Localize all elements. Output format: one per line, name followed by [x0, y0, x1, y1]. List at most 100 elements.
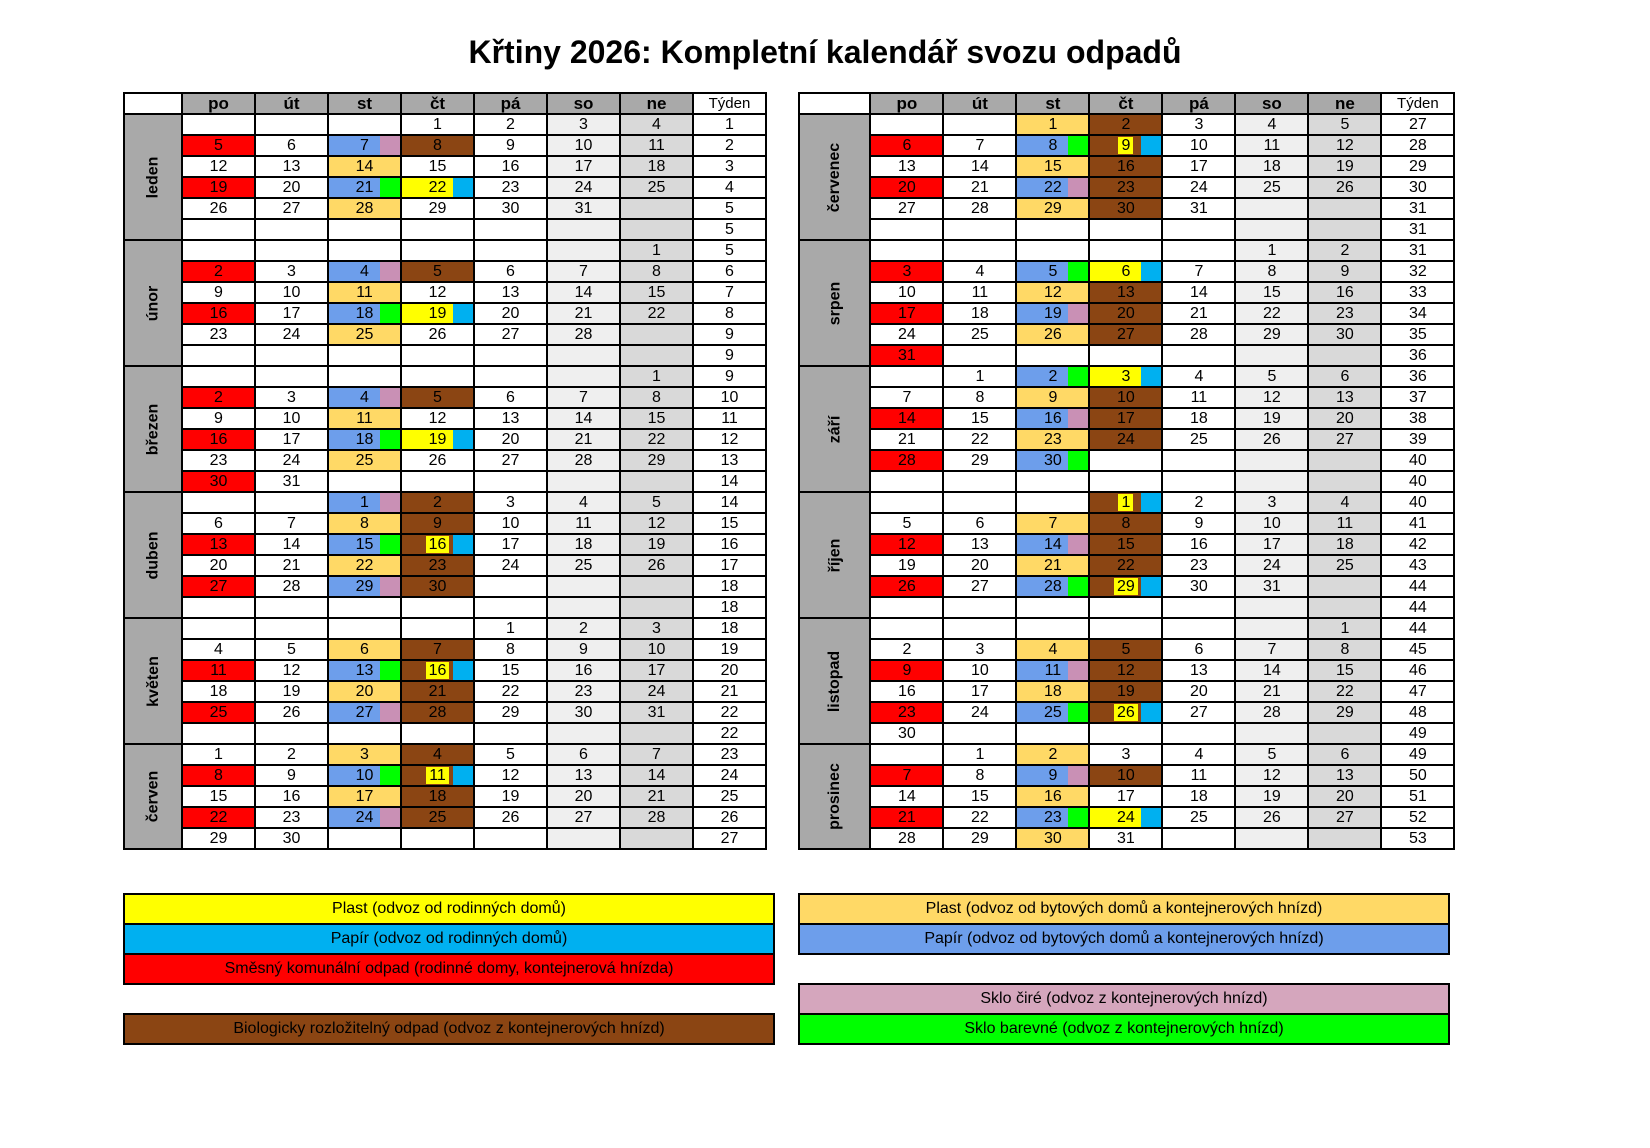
week-number: 8: [692, 302, 767, 325]
day-cell: 11: [1307, 512, 1383, 535]
day-cell: 25: [1234, 176, 1310, 199]
day-cell: 8: [1015, 134, 1091, 157]
day-cell: 26: [1015, 323, 1091, 346]
day-cell: 27: [254, 197, 329, 220]
week-number: 22: [692, 701, 767, 724]
day-cell: 5: [1088, 638, 1164, 661]
day-cell: 31: [546, 197, 621, 220]
day-cell: 2: [254, 743, 329, 766]
day-cell: 29: [181, 827, 256, 850]
header-day-st: st: [327, 92, 402, 115]
empty-cell: [869, 491, 945, 514]
week-number: 44: [1380, 617, 1456, 640]
week-number: 38: [1380, 407, 1456, 430]
day-cell: 27: [1088, 323, 1164, 346]
day-cell: 16: [1015, 785, 1091, 808]
month-label-leden: leden: [123, 113, 183, 241]
day-cell: 8: [400, 134, 475, 157]
day-cell: 23: [181, 449, 256, 472]
day-cell: 29: [942, 827, 1018, 850]
day-cell: 24: [942, 701, 1018, 724]
day-cell: 17: [254, 302, 329, 325]
day-cell: 11: [1234, 134, 1310, 157]
week-row: 9 10 11 12 13 14 15 46: [799, 659, 1456, 682]
day-cell: 24: [254, 323, 329, 346]
day-cell: 28: [869, 449, 945, 472]
empty-cell: [1088, 470, 1164, 493]
day-cell: 7: [1161, 260, 1237, 283]
day-cell: 29: [942, 449, 1018, 472]
empty-cell: [1234, 449, 1310, 472]
day-cell: 14: [254, 533, 329, 556]
empty-cell: [869, 470, 945, 493]
week-number: 13: [692, 449, 767, 472]
day-cell: 29: [619, 449, 694, 472]
day-number: 14: [1043, 536, 1062, 553]
header-day-ne: ne: [619, 92, 694, 115]
empty-cell: [546, 827, 621, 850]
day-cell: 6: [942, 512, 1018, 535]
empty-cell: [181, 596, 256, 619]
day-cell: 7: [1015, 512, 1091, 535]
day-cell: 16: [254, 785, 329, 808]
day-cell: 7: [254, 512, 329, 535]
day-cell: 22: [181, 806, 256, 829]
day-cell: 4: [400, 743, 475, 766]
week-number: 9: [692, 365, 767, 388]
week-number: 17: [692, 554, 767, 577]
day-cell: 24: [254, 449, 329, 472]
week-row: 24 25 26 27 28 29 30 35: [799, 323, 1456, 346]
day-cell: 30: [254, 827, 329, 850]
day-cell: 25: [546, 554, 621, 577]
week-number: 31: [1380, 239, 1456, 262]
empty-cell: [1307, 344, 1383, 367]
day-cell: 5: [254, 638, 329, 661]
week-number: 53: [1380, 827, 1456, 850]
week-row: 6 7 8 9 10 11 12 28: [799, 134, 1456, 157]
empty-cell: [1015, 344, 1091, 367]
header-row: po út st čt pá so ne Týden: [797, 92, 1456, 115]
week-number: 47: [1380, 680, 1456, 703]
day-cell: 19: [400, 302, 475, 325]
week-number: 23: [692, 743, 767, 766]
day-number: 16: [425, 536, 450, 553]
week-number: 36: [1380, 365, 1456, 388]
day-cell: 18: [400, 785, 475, 808]
day-cell: 6: [254, 134, 329, 157]
header-day-so: so: [1234, 92, 1310, 115]
empty-cell: [1088, 218, 1164, 241]
week-row: 31 36: [799, 344, 1456, 367]
day-cell: 8: [619, 260, 694, 283]
day-cell: 21: [942, 176, 1018, 199]
day-cell: 20: [1307, 407, 1383, 430]
day-cell: 10: [1088, 386, 1164, 409]
day-cell: 1: [1015, 113, 1091, 136]
day-number: 19: [428, 305, 447, 322]
day-cell: 9: [1161, 512, 1237, 535]
day-cell: 21: [1161, 302, 1237, 325]
day-cell: 3: [473, 491, 548, 514]
empty-cell: [1015, 491, 1091, 514]
day-cell: 6: [473, 386, 548, 409]
empty-cell: [942, 113, 1018, 136]
day-cell: 22: [1307, 680, 1383, 703]
week-number: 16: [692, 533, 767, 556]
empty-cell: [1015, 218, 1091, 241]
week-row: 44: [799, 596, 1456, 619]
week-number: 21: [692, 680, 767, 703]
day-number: 7: [360, 137, 369, 154]
day-cell: 7: [619, 743, 694, 766]
empty-cell: [473, 827, 548, 850]
day-cell: 19: [1088, 680, 1164, 703]
day-cell: 26: [181, 197, 256, 220]
week-number: 41: [1380, 512, 1456, 535]
day-cell: 5: [1234, 743, 1310, 766]
day-cell: 22: [400, 176, 475, 199]
day-cell: 4: [1161, 743, 1237, 766]
empty-cell: [1161, 449, 1237, 472]
day-cell: 18: [327, 302, 402, 325]
day-cell: 1: [1088, 491, 1164, 514]
header-week: Týden: [1380, 92, 1456, 115]
header-row: po út st čt pá so ne Týden: [123, 92, 767, 115]
